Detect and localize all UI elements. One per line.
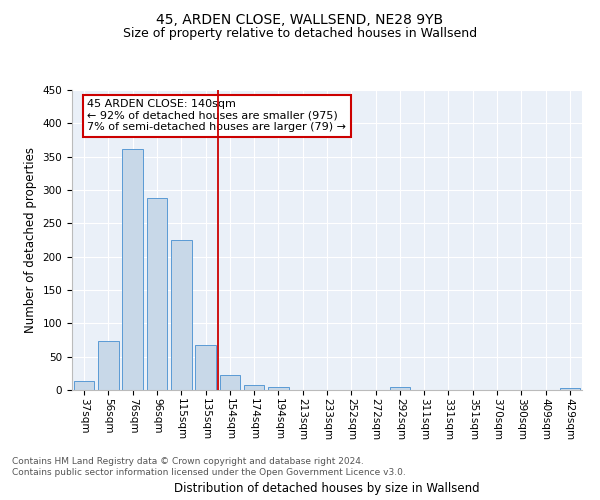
Bar [98, 342, 119, 390]
Text: Contains HM Land Registry data © Crown copyright and database right 2024.
Contai: Contains HM Land Registry data © Crown c… [12, 458, 406, 477]
Text: Distribution of detached houses by size in Wallsend: Distribution of detached houses by size … [174, 482, 480, 495]
Bar [74, 380, 94, 390]
Bar [146, 198, 167, 390]
Bar [171, 240, 191, 390]
Y-axis label: Number of detached properties: Number of detached properties [24, 147, 37, 333]
Bar [122, 148, 143, 390]
Bar [195, 344, 216, 390]
Bar [220, 376, 240, 390]
Bar [244, 384, 265, 390]
Text: 45 ARDEN CLOSE: 140sqm
← 92% of detached houses are smaller (975)
7% of semi-det: 45 ARDEN CLOSE: 140sqm ← 92% of detached… [88, 99, 346, 132]
Bar [560, 388, 580, 390]
Text: Size of property relative to detached houses in Wallsend: Size of property relative to detached ho… [123, 28, 477, 40]
Bar [389, 388, 410, 390]
Text: 45, ARDEN CLOSE, WALLSEND, NE28 9YB: 45, ARDEN CLOSE, WALLSEND, NE28 9YB [157, 12, 443, 26]
Bar [268, 386, 289, 390]
